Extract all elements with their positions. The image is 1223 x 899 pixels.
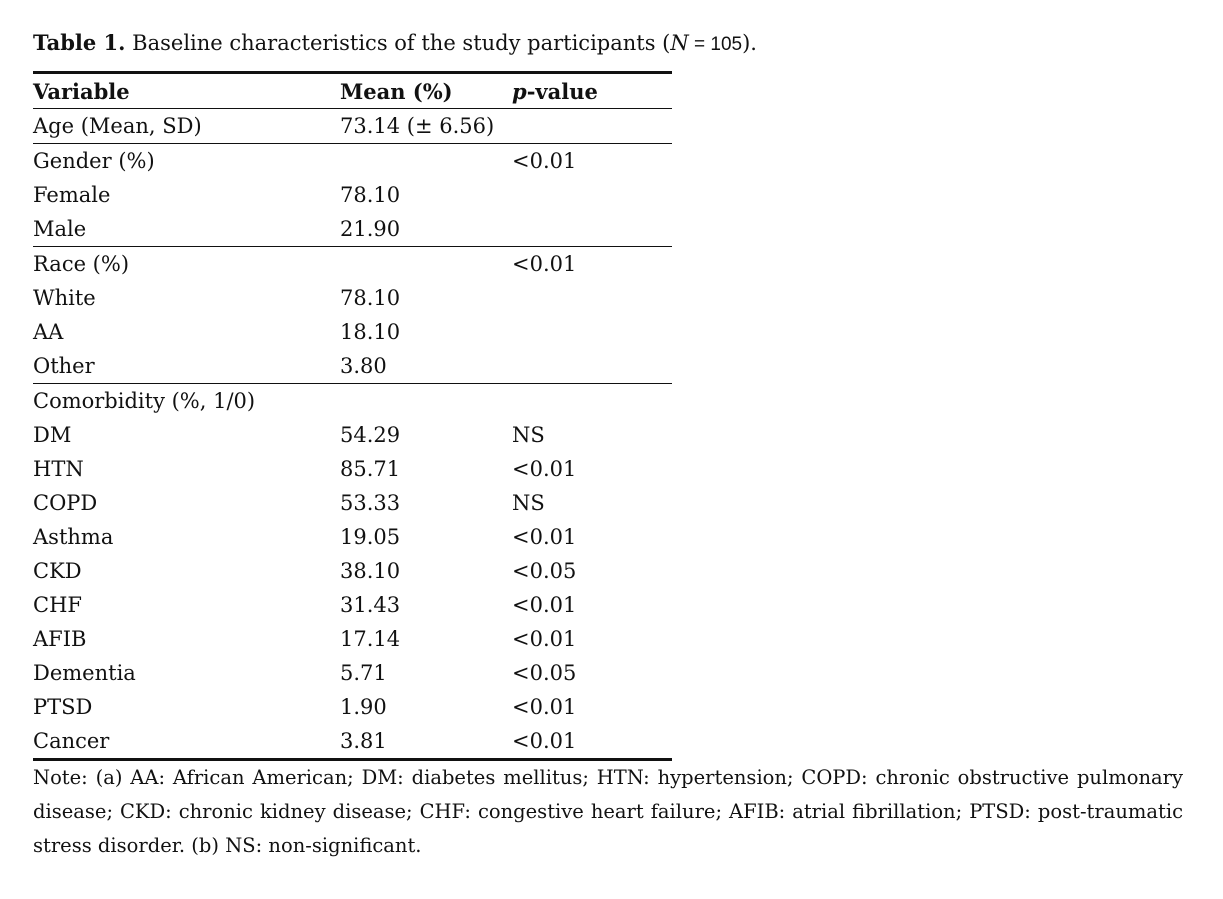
cell-variable: HTN xyxy=(33,456,84,481)
baseline-characteristics-table: Variable Mean (%) p-value Age (Mean, SD)… xyxy=(33,71,672,761)
cell-p-value xyxy=(512,315,672,349)
cell-mean: 53.33 xyxy=(340,490,401,515)
cell-mean: 54.29 xyxy=(340,422,401,447)
table-row: Asthma 19.05 <0.01 xyxy=(33,520,672,554)
cell-p-value xyxy=(512,108,672,144)
table-row: Other 3.80 xyxy=(33,349,672,384)
table-row: Age (Mean, SD) 73.14 (± 6.56) xyxy=(33,108,672,144)
cell-p-value: NS xyxy=(512,422,545,447)
cell-p-value: <0.01 xyxy=(512,456,577,481)
table-row: DM 54.29 NS xyxy=(33,418,672,452)
table-row: CHF 31.43 <0.01 xyxy=(33,588,672,622)
cell-mean: 21.90 xyxy=(340,212,512,247)
header-p-italic: p xyxy=(512,78,527,104)
caption-n-value: = 105 xyxy=(688,34,743,55)
cell-mean: 78.10 xyxy=(340,285,401,310)
cell-variable: Male xyxy=(33,212,340,247)
table-row: Gender (%) <0.01 xyxy=(33,144,672,179)
header-p-rest: -value xyxy=(526,78,598,104)
cell-mean: 17.14 xyxy=(340,626,401,651)
cell-variable: Race (%) xyxy=(33,251,130,276)
cell-variable: CHF xyxy=(33,592,82,617)
cell-variable: Age (Mean, SD) xyxy=(33,108,340,144)
cell-mean: 1.90 xyxy=(340,694,387,719)
cell-variable: Female xyxy=(33,182,111,207)
cell-p-value xyxy=(512,212,672,247)
cell-variable: Cancer xyxy=(33,724,340,761)
cell-variable: White xyxy=(33,285,96,310)
cell-variable: COPD xyxy=(33,490,98,515)
table-row: CKD 38.10 <0.05 xyxy=(33,554,672,588)
cell-variable: DM xyxy=(33,422,72,447)
cell-mean: 85.71 xyxy=(340,456,401,481)
cell-mean xyxy=(340,384,512,419)
table-row: Cancer 3.81 <0.01 xyxy=(33,724,672,761)
cell-p-value xyxy=(512,281,672,315)
cell-mean: 31.43 xyxy=(340,592,401,617)
table-row: Female 78.10 xyxy=(33,178,672,212)
cell-p-value: <0.01 xyxy=(512,724,672,761)
table-row: Comorbidity (%, 1/0) xyxy=(33,384,672,419)
table-row: AA 18.10 xyxy=(33,315,672,349)
table-body: Age (Mean, SD) 73.14 (± 6.56) Gender (%) <0… xyxy=(33,108,672,761)
cell-mean: 18.10 xyxy=(340,319,401,344)
table-row: Male 21.90 xyxy=(33,212,672,247)
cell-variable: Dementia xyxy=(33,660,136,685)
table-caption: Table 1. Baseline characteristics of the… xyxy=(33,29,757,59)
cell-mean: 5.71 xyxy=(340,660,387,685)
caption-n-variable: N xyxy=(670,31,689,55)
cell-variable: Other xyxy=(33,349,340,384)
cell-p-value: <0.01 xyxy=(512,694,577,719)
cell-p-value xyxy=(512,178,672,212)
header-mean: Mean (%) xyxy=(340,71,512,109)
caption-text-end: ). xyxy=(742,31,757,55)
table-row: HTN 85.71 <0.01 xyxy=(33,452,672,486)
table-row: White 78.10 xyxy=(33,281,672,315)
cell-p-value: <0.01 xyxy=(512,626,577,651)
table-label: Table 1. xyxy=(33,30,126,55)
cell-variable: PTSD xyxy=(33,694,93,719)
table-row: COPD 53.33 NS xyxy=(33,486,672,520)
cell-mean xyxy=(340,247,512,282)
cell-p-value xyxy=(512,349,672,384)
cell-mean: 38.10 xyxy=(340,558,401,583)
cell-mean: 19.05 xyxy=(340,524,401,549)
cell-variable: AA xyxy=(33,319,64,344)
cell-p-value: <0.05 xyxy=(512,558,577,583)
cell-mean: 3.81 xyxy=(340,724,512,761)
cell-p-value: <0.01 xyxy=(512,251,577,276)
cell-mean xyxy=(340,144,512,179)
cell-variable: AFIB xyxy=(33,626,87,651)
caption-text: Baseline characteristics of the study pa… xyxy=(125,31,671,55)
header-row: Variable Mean (%) p-value xyxy=(33,71,672,109)
table-row: Dementia 5.71 <0.05 xyxy=(33,656,672,690)
cell-variable: Gender (%) xyxy=(33,148,155,173)
cell-p-value: <0.05 xyxy=(512,660,577,685)
cell-p-value: <0.01 xyxy=(512,148,577,173)
cell-variable: CKD xyxy=(33,558,82,583)
cell-p-value: <0.01 xyxy=(512,592,577,617)
cell-mean: 73.14 (± 6.56) xyxy=(340,108,512,144)
header-p-value: p-value xyxy=(512,71,672,109)
cell-p-value: <0.01 xyxy=(512,524,577,549)
cell-p-value: NS xyxy=(512,490,545,515)
header-variable: Variable xyxy=(33,71,340,109)
cell-variable: Comorbidity (%, 1/0) xyxy=(33,388,256,413)
cell-variable: Asthma xyxy=(33,524,114,549)
cell-p-value xyxy=(512,384,672,419)
table-row: Race (%) <0.01 xyxy=(33,247,672,282)
table-note: Note: (a) AA: African American; DM: diab… xyxy=(33,766,1183,857)
table-row: PTSD 1.90 <0.01 xyxy=(33,690,672,724)
table-row: AFIB 17.14 <0.01 xyxy=(33,622,672,656)
cell-mean: 3.80 xyxy=(340,349,512,384)
cell-mean: 78.10 xyxy=(340,182,401,207)
